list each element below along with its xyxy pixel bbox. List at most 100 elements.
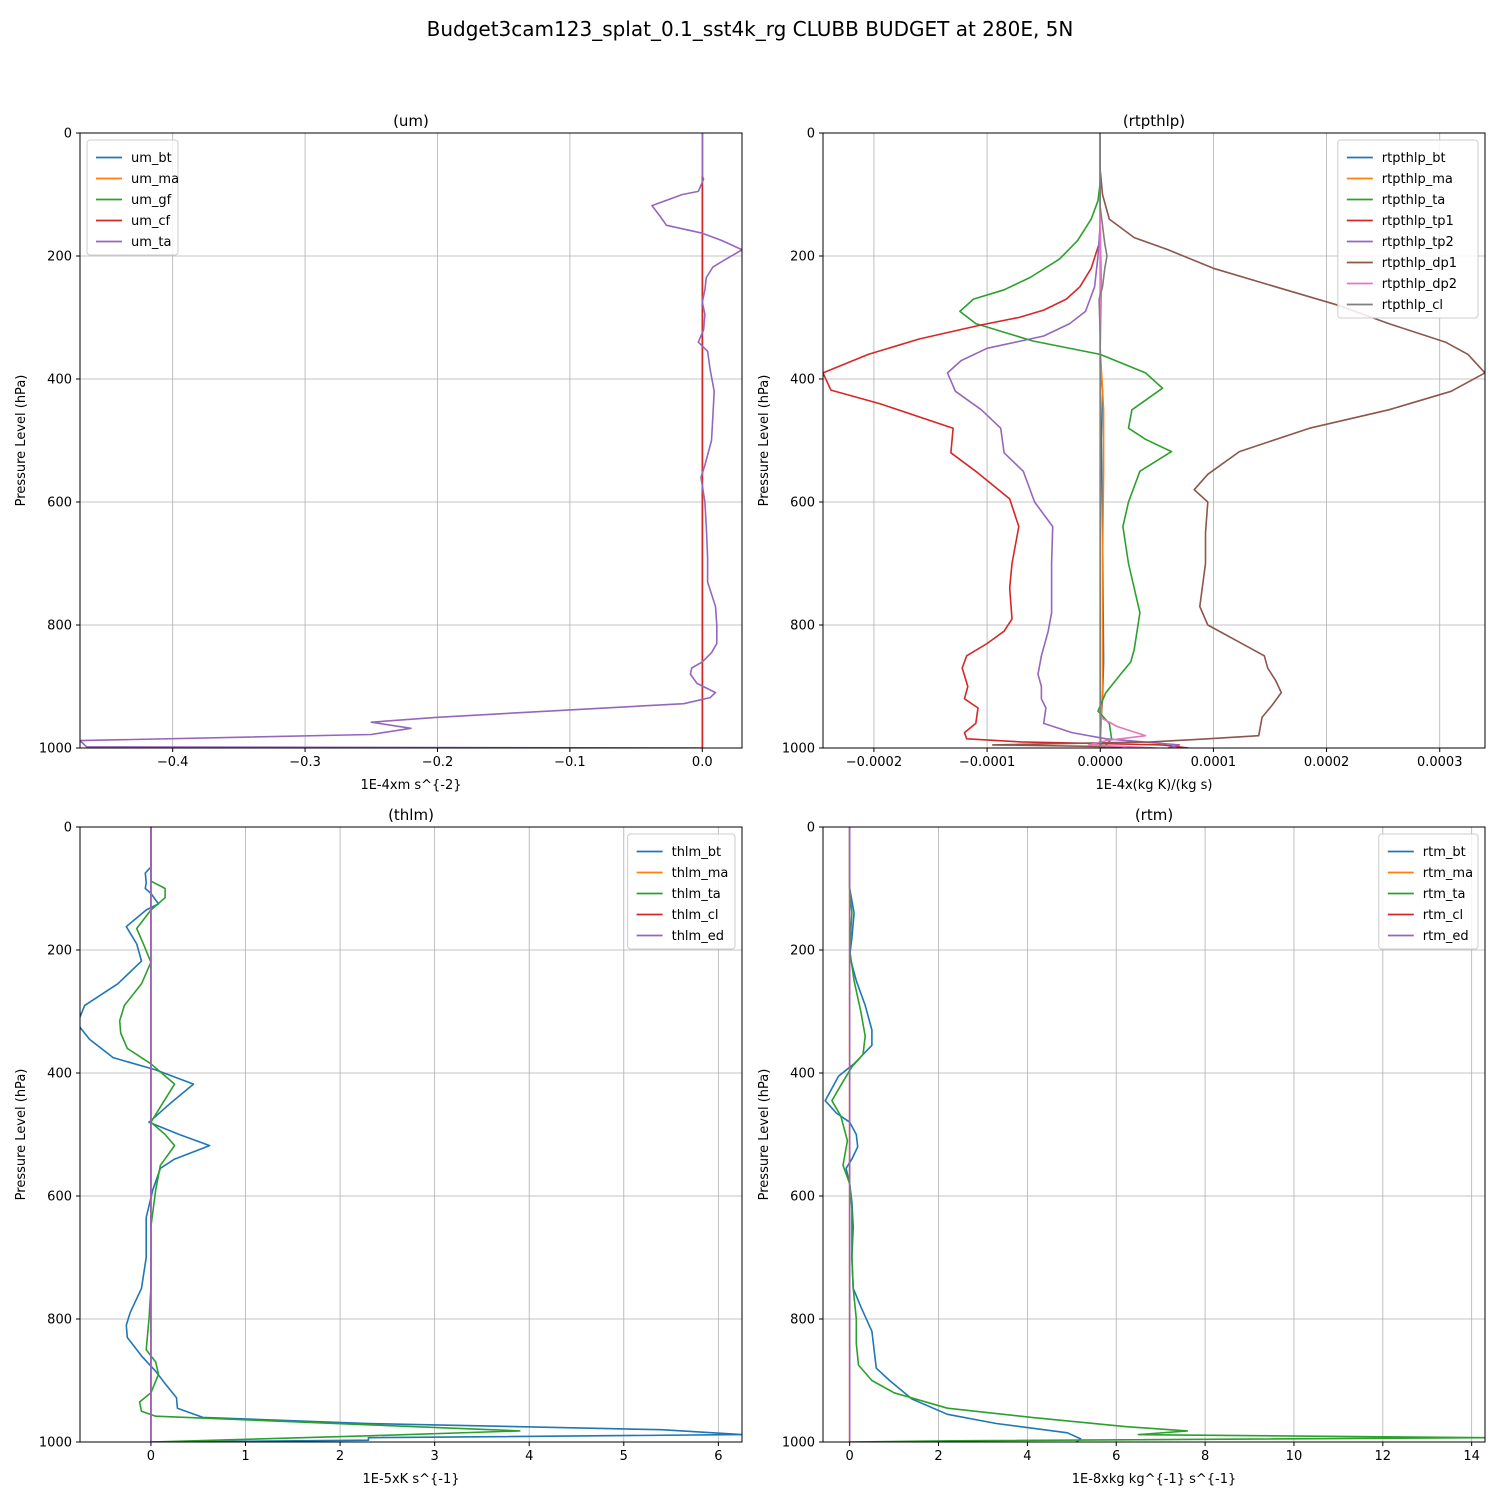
series-line-rtpthlp_ta bbox=[959, 133, 1173, 748]
y-tick-label: 400 bbox=[47, 1067, 72, 1082]
y-tick-label: 200 bbox=[790, 250, 815, 265]
y-tick-label: 400 bbox=[47, 373, 72, 388]
legend-entry: rtm_ed bbox=[1423, 929, 1469, 944]
y-tick-label: 600 bbox=[790, 1190, 815, 1205]
y-tick-label: 0 bbox=[807, 127, 815, 142]
legend-entry: thlm_ta bbox=[672, 887, 721, 902]
legend-entry: rtpthlp_dp2 bbox=[1382, 277, 1457, 292]
y-tick-label: 600 bbox=[47, 496, 72, 511]
y-tick-label: 1000 bbox=[39, 742, 72, 757]
chart-title: (rtpthlp) bbox=[1123, 112, 1185, 130]
y-tick-label: 1000 bbox=[782, 742, 815, 757]
x-tick-label: 0.0001 bbox=[1191, 755, 1237, 770]
y-tick-label: 200 bbox=[790, 944, 815, 959]
plot-area-frame bbox=[79, 826, 743, 1443]
x-tick-label: 6 bbox=[714, 1449, 722, 1464]
x-axis-label: 1E-5xK s^{-1} bbox=[363, 1472, 460, 1487]
legend-entry: thlm_ed bbox=[672, 929, 724, 944]
x-tick-label: 6 bbox=[1112, 1449, 1120, 1464]
x-tick-label: −0.4 bbox=[157, 755, 189, 770]
legend: rtpthlp_bt rtpthlp_ma rtpthlp_ta rtpthlp_tp… bbox=[1337, 139, 1479, 319]
x-tick-label: 4 bbox=[525, 1449, 533, 1464]
plot-area-frame bbox=[822, 826, 1486, 1443]
series-line-rtpthlp_cl bbox=[1098, 133, 1108, 748]
x-tick-label: −0.1 bbox=[554, 755, 586, 770]
x-tick-label: 0.0 bbox=[692, 755, 713, 770]
chart-title: (thlm) bbox=[388, 806, 434, 824]
legend-entry: um_gf bbox=[131, 193, 172, 208]
legend-entry: um_ma bbox=[131, 172, 179, 187]
x-tick-label: 0.0000 bbox=[1077, 755, 1123, 770]
legend-entry: rtpthlp_ma bbox=[1382, 172, 1453, 187]
legend-box bbox=[1337, 139, 1479, 319]
legend: rtm_bt rtm_ma rtm_ta rtm_cl rtm_ed bbox=[1378, 833, 1479, 950]
legend-entry: rtm_bt bbox=[1423, 845, 1466, 860]
x-tick-label: 14 bbox=[1463, 1449, 1480, 1464]
x-tick-label: 3 bbox=[431, 1449, 439, 1464]
series-line-rtm_bt bbox=[824, 827, 1082, 1442]
legend-box bbox=[86, 139, 179, 256]
legend-entry: thlm_bt bbox=[672, 845, 721, 860]
legend-entry: rtpthlp_tp2 bbox=[1382, 235, 1454, 250]
x-tick-label: 0.0002 bbox=[1304, 755, 1350, 770]
x-tick-label: −0.2 bbox=[422, 755, 454, 770]
plot-area-frame bbox=[822, 132, 1486, 749]
x-tick-label: 0 bbox=[147, 1449, 155, 1464]
y-tick-label: 400 bbox=[790, 373, 815, 388]
legend-box bbox=[1378, 833, 1479, 950]
legend-entry: um_bt bbox=[131, 151, 172, 166]
series-group bbox=[824, 827, 1485, 1442]
y-tick-label: 600 bbox=[790, 496, 815, 511]
series-group bbox=[80, 827, 742, 1442]
legend-entry: rtpthlp_bt bbox=[1382, 151, 1446, 166]
legend-entry: um_cf bbox=[131, 214, 171, 229]
series-group bbox=[80, 133, 742, 748]
x-axis-label: 1E-4x(kg K)/(kg s) bbox=[1096, 778, 1213, 793]
series-line-rtpthlp_dp1 bbox=[991, 133, 1485, 748]
legend-entry: thlm_ma bbox=[672, 866, 729, 881]
chart-panel-1: −0.4 −0.3 −0.2 −0.1 0.0 0 200 400 600 800 1000 (um)… bbox=[14, 112, 743, 793]
y-tick-label: 800 bbox=[790, 1313, 815, 1328]
x-tick-label: 4 bbox=[1023, 1449, 1031, 1464]
x-tick-label: 2 bbox=[336, 1449, 344, 1464]
y-tick-label: 800 bbox=[47, 619, 72, 634]
legend-entry: rtpthlp_tp1 bbox=[1382, 214, 1454, 229]
y-tick-label: 800 bbox=[790, 619, 815, 634]
x-tick-label: 5 bbox=[620, 1449, 628, 1464]
legend: thlm_bt thlm_ma thlm_ta thlm_cl thlm_ed bbox=[627, 833, 736, 950]
legend-entry: rtpthlp_dp1 bbox=[1382, 256, 1457, 271]
y-tick-label: 200 bbox=[47, 250, 72, 265]
y-tick-label: 800 bbox=[47, 1313, 72, 1328]
legend-box bbox=[627, 833, 736, 950]
legend: um_bt um_ma um_gf um_cf um_ta bbox=[86, 139, 179, 256]
x-tick-label: 12 bbox=[1375, 1449, 1392, 1464]
series-line-thlm_ta bbox=[118, 827, 521, 1442]
legend-entry: rtm_ma bbox=[1423, 866, 1473, 881]
x-tick-label: −0.3 bbox=[289, 755, 321, 770]
series-line-um_ta bbox=[80, 133, 742, 748]
legend-entry: rtpthlp_cl bbox=[1382, 298, 1443, 313]
y-axis-label: Pressure Level (hPa) bbox=[14, 375, 29, 507]
x-tick-label: 1 bbox=[241, 1449, 249, 1464]
x-tick-label: −0.0001 bbox=[959, 755, 1015, 770]
y-axis-label: Pressure Level (hPa) bbox=[757, 375, 772, 507]
x-tick-label: 0.0003 bbox=[1417, 755, 1463, 770]
y-tick-label: 600 bbox=[47, 1190, 72, 1205]
y-tick-label: 1000 bbox=[782, 1436, 815, 1451]
series-line-rtm_ta bbox=[831, 827, 1485, 1442]
y-axis-label: Pressure Level (hPa) bbox=[757, 1069, 772, 1201]
x-axis-label: 1E-8xkg kg^{-1} s^{-1} bbox=[1072, 1472, 1237, 1487]
chart-panel-2: −0.0002 −0.0001 0.0000 0.0001 0.0002 0.0003 0 2… bbox=[757, 112, 1486, 793]
series-line-thlm_bt bbox=[80, 827, 742, 1442]
y-tick-label: 0 bbox=[64, 821, 72, 836]
x-tick-label: −0.0002 bbox=[846, 755, 902, 770]
plot-area-frame bbox=[79, 132, 743, 749]
series-line-rtpthlp_tp1 bbox=[823, 133, 1189, 748]
legend-entry: rtpthlp_ta bbox=[1382, 193, 1445, 208]
chart-panel-3: 0 1 2 3 4 5 6 0 200 400 600 800 1000 (thlm) 1E-5xK s^{… bbox=[14, 806, 743, 1487]
y-axis-label: Pressure Level (hPa) bbox=[14, 1069, 29, 1201]
y-tick-label: 0 bbox=[807, 821, 815, 836]
y-tick-label: 400 bbox=[790, 1067, 815, 1082]
legend-entry: um_ta bbox=[131, 235, 171, 250]
legend-entry: thlm_cl bbox=[672, 908, 719, 923]
